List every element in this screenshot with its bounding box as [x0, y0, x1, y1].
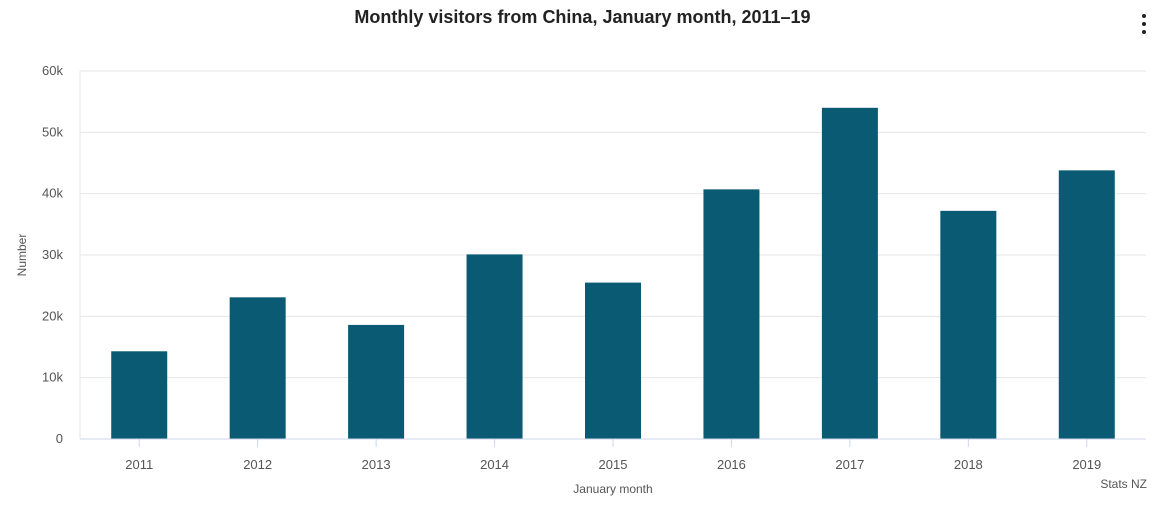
- y-tick-label: 20k: [42, 308, 63, 323]
- bar[interactable]: [466, 254, 523, 439]
- x-tick-label: 2019: [1072, 457, 1101, 472]
- bar[interactable]: [229, 297, 286, 439]
- x-tick-label: 2017: [835, 457, 864, 472]
- chart-menu-button[interactable]: [1134, 12, 1154, 36]
- x-axis-title: January month: [573, 482, 652, 496]
- bars: [111, 107, 1115, 440]
- x-tick-label: 2016: [717, 457, 746, 472]
- bar[interactable]: [703, 189, 760, 439]
- axes: 0 10k 20k 30k 40k 50k 60k 2011 2012 2013 2014 2015 2…: [42, 63, 1146, 472]
- x-tick-label: 2013: [362, 457, 391, 472]
- y-tick-label: 40k: [42, 186, 63, 201]
- bar[interactable]: [111, 351, 168, 439]
- bar[interactable]: [585, 282, 641, 439]
- y-axis-title: Number: [15, 234, 29, 277]
- bar[interactable]: [348, 324, 405, 439]
- y-tick-label: 50k: [42, 124, 63, 139]
- x-tick-label: 2014: [480, 457, 509, 472]
- x-tick-label: 2011: [125, 457, 153, 472]
- y-tick-label: 60k: [42, 63, 63, 78]
- y-tick-label: 0: [56, 431, 63, 446]
- bar[interactable]: [940, 210, 997, 439]
- x-tick-label: 2018: [954, 457, 983, 472]
- bar[interactable]: [1058, 170, 1115, 440]
- chart-credit[interactable]: Stats NZ: [1100, 477, 1147, 491]
- x-tick-label: 2012: [243, 457, 272, 472]
- x-tick-label: 2015: [599, 457, 628, 472]
- chart-title: Monthly visitors from China, January mon…: [354, 7, 811, 27]
- y-tick-label: 10k: [42, 370, 63, 385]
- y-tick-label: 30k: [42, 247, 63, 262]
- bar[interactable]: [821, 107, 878, 440]
